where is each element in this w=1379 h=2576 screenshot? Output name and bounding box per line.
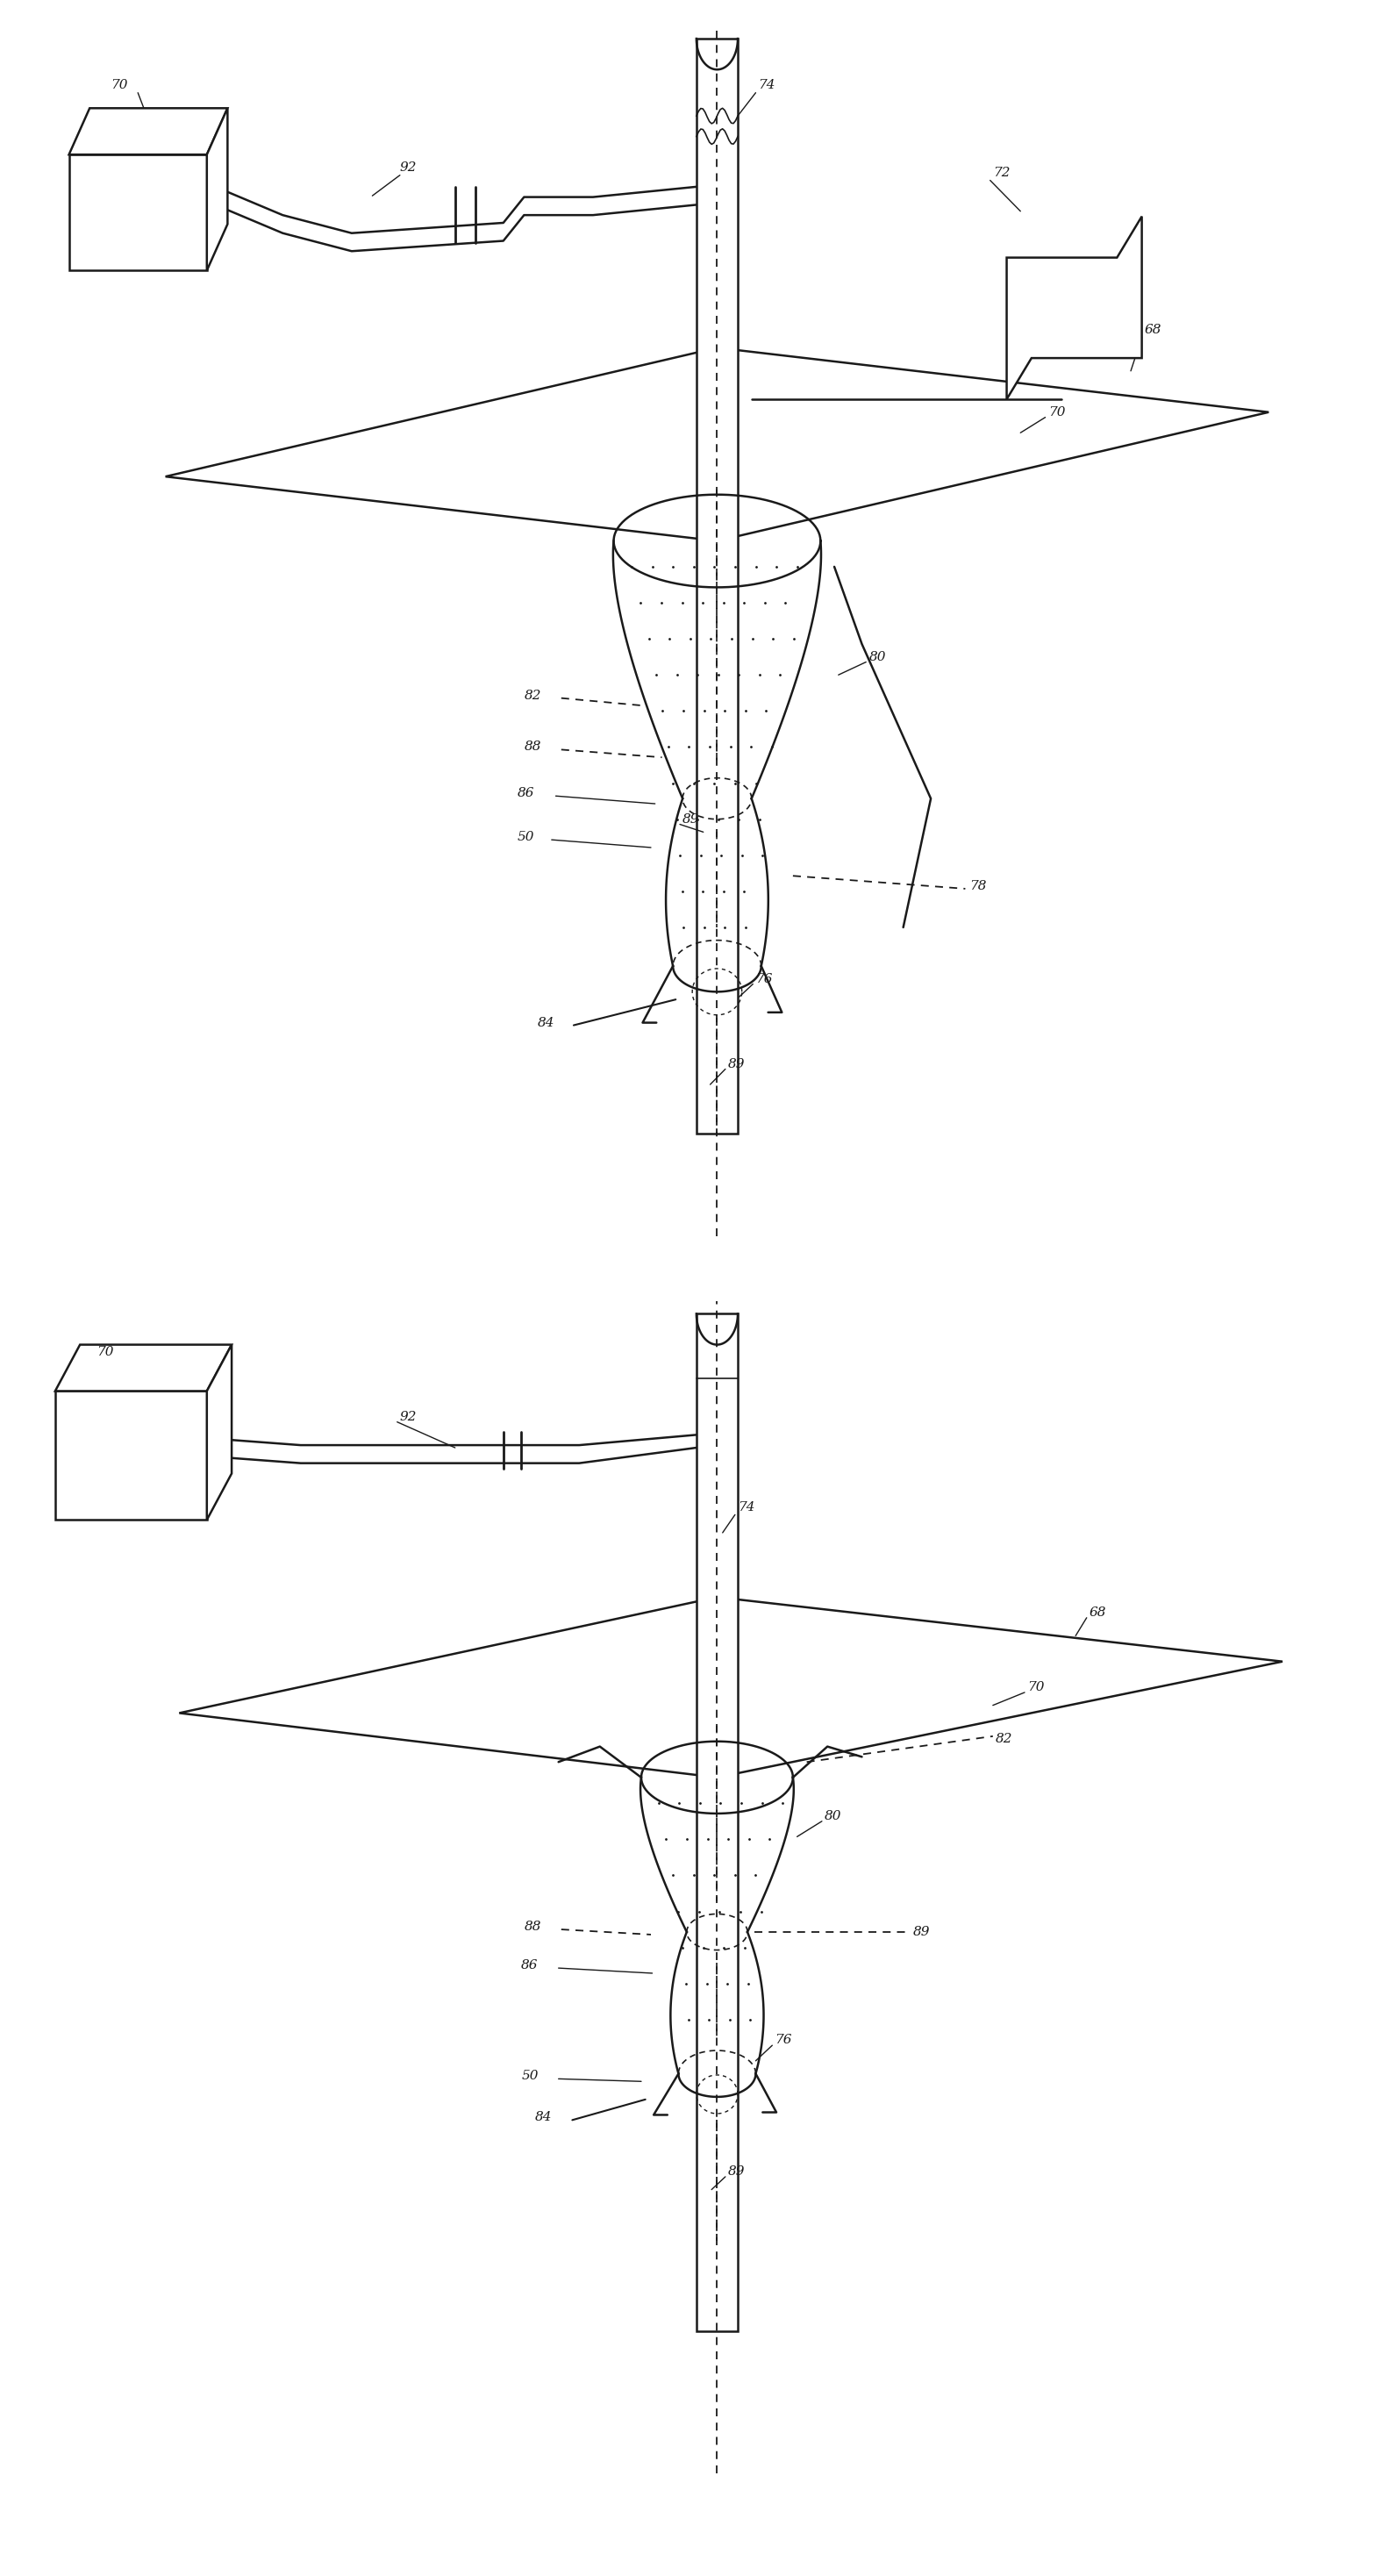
Text: 78: 78 — [969, 881, 986, 891]
Text: 80: 80 — [825, 1811, 841, 1821]
Text: 84: 84 — [538, 1018, 554, 1028]
Polygon shape — [179, 1597, 1282, 1777]
Bar — [55, 1391, 207, 1520]
Bar — [696, 1314, 738, 2331]
Text: 68: 68 — [1089, 1607, 1106, 1618]
Text: 76: 76 — [756, 974, 772, 984]
Text: 76: 76 — [775, 2035, 792, 2045]
Text: 82: 82 — [996, 1734, 1012, 1744]
Text: 88: 88 — [524, 742, 541, 752]
Text: 82: 82 — [524, 690, 541, 701]
Text: 86: 86 — [517, 788, 534, 799]
Text: 84: 84 — [535, 2112, 552, 2123]
Text: 74: 74 — [738, 1502, 754, 1512]
Text: 92: 92 — [400, 1412, 416, 1422]
Polygon shape — [165, 348, 1269, 541]
Text: 89: 89 — [913, 1927, 929, 1937]
Text: 88: 88 — [524, 1922, 541, 1932]
Polygon shape — [207, 1345, 232, 1520]
Text: 68: 68 — [1145, 325, 1161, 335]
Bar — [696, 39, 738, 1133]
Polygon shape — [1007, 216, 1142, 399]
Text: 89: 89 — [728, 1059, 745, 1069]
Text: 80: 80 — [869, 652, 885, 662]
Text: 72: 72 — [993, 167, 1009, 178]
Text: 74: 74 — [758, 80, 775, 90]
Bar — [69, 155, 207, 270]
Polygon shape — [69, 108, 228, 155]
Text: 89: 89 — [728, 2166, 745, 2177]
Text: 50: 50 — [517, 832, 534, 842]
Text: 70: 70 — [97, 1347, 113, 1358]
Polygon shape — [207, 108, 228, 270]
Polygon shape — [55, 1345, 232, 1391]
Text: 70: 70 — [1048, 407, 1065, 417]
Text: 70: 70 — [110, 80, 127, 90]
Text: 50: 50 — [521, 2071, 538, 2081]
Text: 92: 92 — [400, 162, 416, 173]
Text: 86: 86 — [521, 1960, 538, 1971]
Text: 70: 70 — [1027, 1682, 1044, 1692]
Text: 89: 89 — [683, 814, 699, 824]
